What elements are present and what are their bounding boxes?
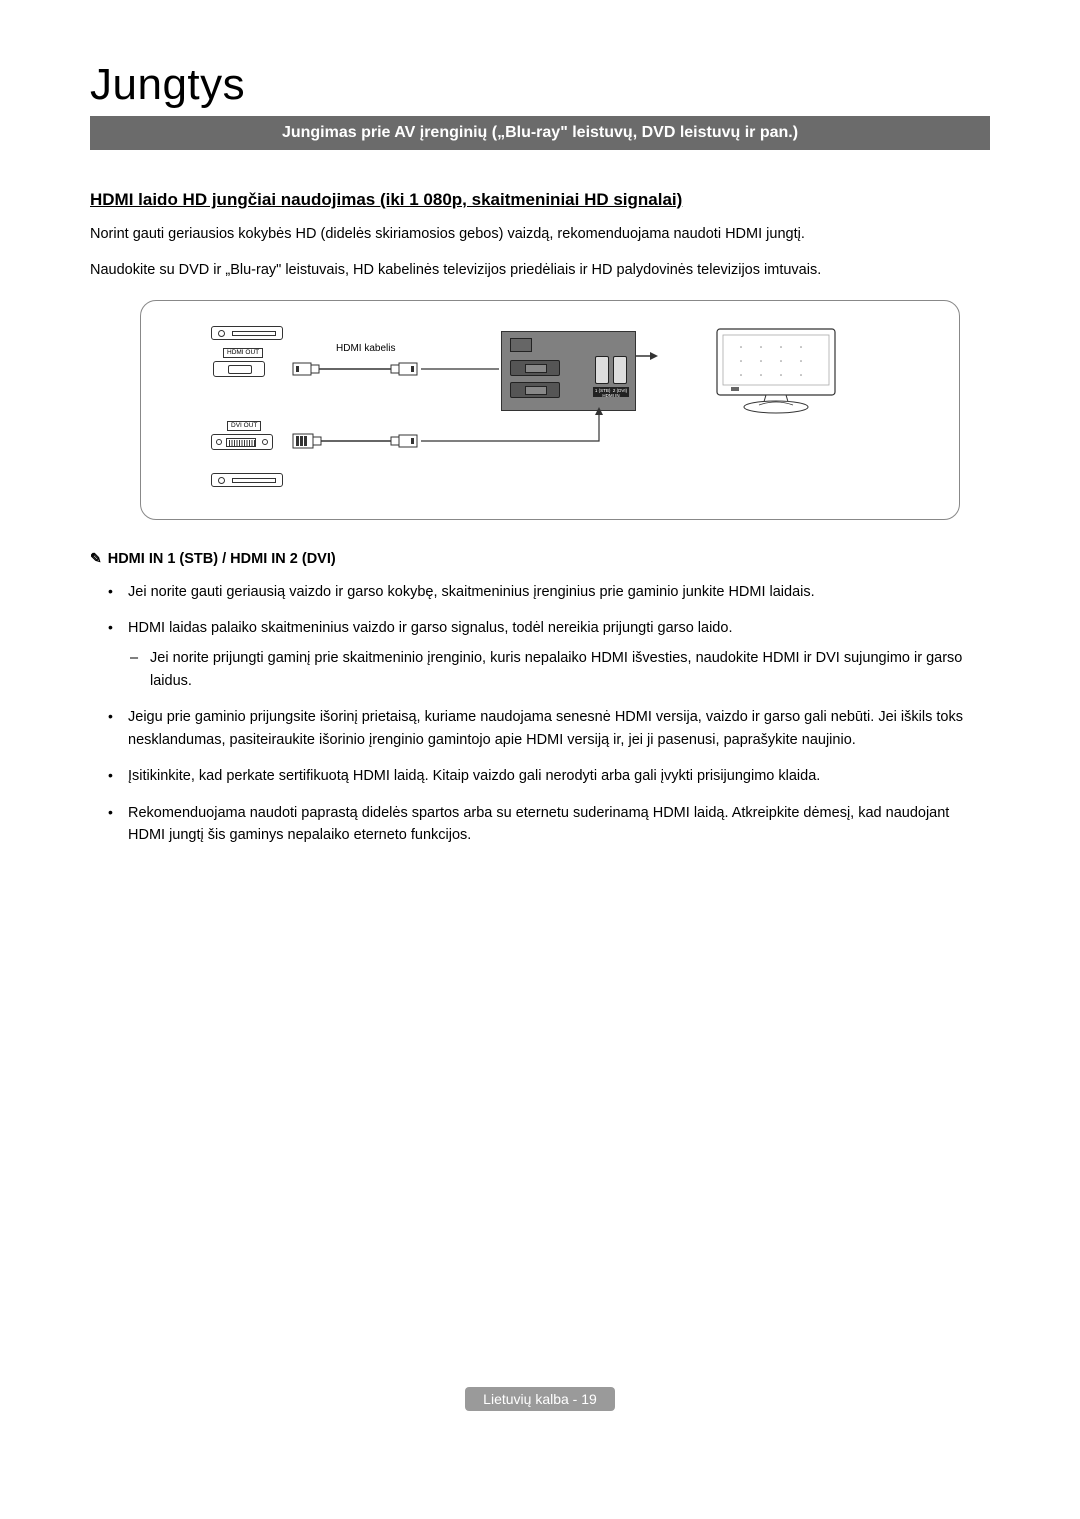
source-device-hdmi <box>211 326 283 340</box>
list-item: Jei norite gauti geriausią vaizdo ir gar… <box>128 581 990 603</box>
list-item: Rekomenduojama naudoti paprastą didelės … <box>128 802 990 847</box>
hdmi-out-label: HDMI OUT <box>223 348 263 358</box>
monitor-icon <box>711 325 841 420</box>
sub-list: Jei norite prijungti gaminį prie skaitme… <box>128 647 990 692</box>
hdmi-cable-label: HDMI kabelis <box>336 343 395 354</box>
hdmi-cable-icon <box>291 357 421 381</box>
list-item: HDMI laidas palaiko skaitmeninius vaizdo… <box>128 617 990 692</box>
note-heading: ✎HDMI IN 1 (STB) / HDMI IN 2 (DVI) <box>90 550 990 567</box>
source-device-dvi <box>211 473 283 487</box>
list-item: Jeigu prie gaminio prijungsite išorinį p… <box>128 706 990 751</box>
footer-page-label: Lietuvių kalba - 19 <box>465 1387 615 1411</box>
dvi-hdmi-cable-icon <box>291 429 421 453</box>
list-item: Įsitikinkite, kad perkate sertifikuotą H… <box>128 765 990 787</box>
page-footer: Lietuvių kalba - 19 <box>90 1387 990 1411</box>
dvi-out-label: DVI OUT <box>227 421 261 431</box>
bullet-list: Jei norite gauti geriausią vaizdo ir gar… <box>90 581 990 847</box>
page-title: Jungtys <box>90 60 990 110</box>
hdmi-out-port <box>213 361 265 377</box>
note-icon: ✎ <box>90 550 102 567</box>
section-banner: Jungimas prie AV įrenginių („Blu-ray" le… <box>90 116 990 150</box>
intro-paragraph-1: Norint gauti geriausios kokybės HD (dide… <box>90 224 990 246</box>
connection-diagram: HDMI OUT HDMI kabelis DVI OUT <box>140 300 960 520</box>
intro-paragraph-2: Naudokite su DVD ir „Blu-ray" leistuvais… <box>90 260 990 282</box>
dvi-out-port <box>211 434 273 450</box>
cable-routing-lines <box>419 357 629 457</box>
sub-list-item: Jei norite prijungti gaminį prie skaitme… <box>150 647 990 692</box>
subsection-heading: HDMI laido HD jungčiai naudojimas (iki 1… <box>90 190 990 210</box>
